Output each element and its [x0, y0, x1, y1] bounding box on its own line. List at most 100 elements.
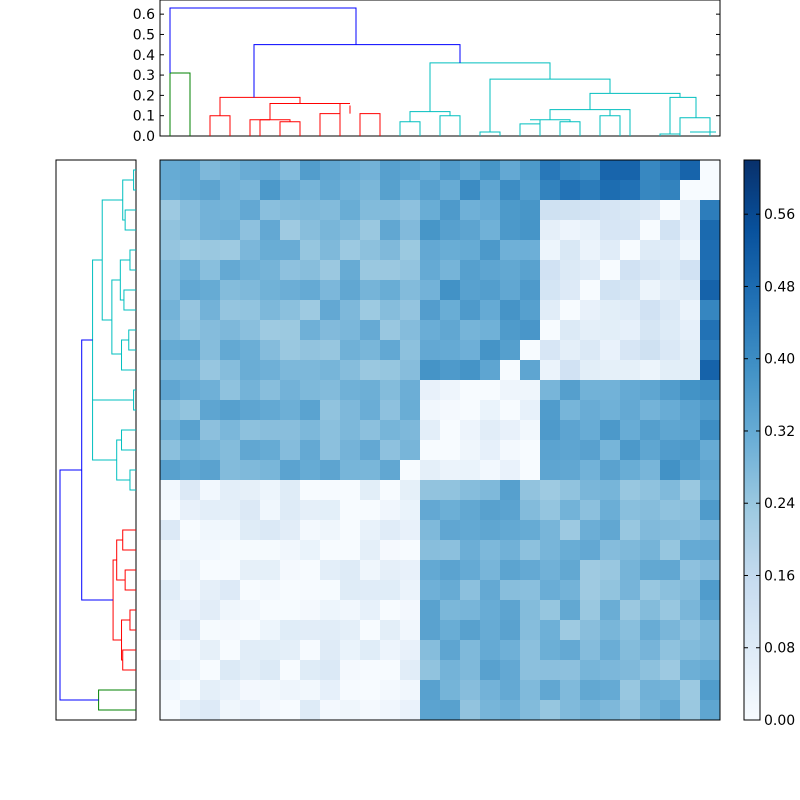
- heatmap-cell: [340, 660, 361, 681]
- heatmap-cell: [620, 620, 641, 641]
- top-ytick-label: 0.5: [133, 27, 155, 43]
- heatmap-cell: [640, 480, 661, 501]
- heatmap-cell: [460, 160, 481, 181]
- heatmap-cell: [160, 200, 181, 221]
- heatmap-cell: [180, 380, 201, 401]
- heatmap-cell: [500, 420, 521, 441]
- heatmap-cell: [500, 520, 521, 541]
- heatmap-cell: [440, 360, 461, 381]
- top-ytick-label: 0.6: [133, 7, 155, 23]
- heatmap-cell: [400, 560, 421, 581]
- heatmap-cell: [320, 160, 341, 181]
- heatmap-cell: [260, 280, 281, 301]
- heatmap-cell: [360, 440, 381, 461]
- heatmap-cell: [200, 480, 221, 501]
- heatmap-cell: [160, 360, 181, 381]
- heatmap-cell: [260, 300, 281, 321]
- heatmap-cell: [600, 220, 621, 241]
- heatmap-cell: [600, 380, 621, 401]
- left-link-red: [122, 529, 136, 551]
- heatmap-cell: [500, 620, 521, 641]
- heatmap-cell: [680, 280, 701, 301]
- heatmap-cell: [600, 640, 621, 661]
- heatmap-cell: [580, 400, 601, 421]
- heatmap-cell: [360, 660, 381, 681]
- heatmap-cell: [660, 560, 681, 581]
- heatmap-cell: [220, 160, 241, 181]
- heatmap-cell: [300, 360, 321, 381]
- heatmap-cell: [520, 300, 541, 321]
- heatmap-cell: [200, 220, 221, 241]
- heatmap-cell: [240, 540, 261, 561]
- heatmap-cell: [700, 700, 721, 721]
- heatmap-cell: [480, 680, 501, 701]
- heatmap-cell: [180, 700, 201, 721]
- heatmap-cell: [340, 700, 361, 721]
- heatmap-cell: [220, 680, 241, 701]
- heatmap-cell: [600, 580, 621, 601]
- heatmap-cell: [540, 320, 561, 341]
- heatmap-cell: [240, 260, 261, 281]
- heatmap-cell: [200, 180, 221, 201]
- heatmap-cell: [480, 600, 501, 621]
- heatmap-cell: [300, 380, 321, 401]
- heatmap-cell: [440, 280, 461, 301]
- heatmap-cell: [400, 540, 421, 561]
- left-link-cyan: [121, 339, 136, 371]
- heatmap-cell: [280, 220, 301, 241]
- heatmap-cell: [220, 280, 241, 301]
- heatmap-cell: [660, 280, 681, 301]
- heatmap-cell: [400, 680, 421, 701]
- heatmap-cell: [580, 700, 601, 721]
- heatmap-cell: [300, 480, 321, 501]
- heatmap-cell: [480, 500, 501, 521]
- heatmap-cell: [480, 700, 501, 721]
- heatmap-cell: [520, 540, 541, 561]
- heatmap-cell: [340, 360, 361, 381]
- heatmap-cell: [620, 320, 641, 341]
- heatmap-cell: [540, 240, 561, 261]
- heatmap-cell: [620, 420, 641, 441]
- heatmap-cell: [160, 380, 181, 401]
- heatmap-cell: [700, 420, 721, 441]
- heatmap-cell: [500, 200, 521, 221]
- heatmap-cell: [200, 240, 221, 261]
- left-link-cyan: [111, 279, 122, 355]
- heatmap-cell: [520, 520, 541, 541]
- heatmap-cell: [600, 600, 621, 621]
- heatmap-cell: [280, 680, 301, 701]
- heatmap-cell: [600, 540, 621, 561]
- heatmap-cell: [240, 440, 261, 461]
- heatmap-cell: [680, 660, 701, 681]
- heatmap-cell: [620, 200, 641, 221]
- heatmap-cell: [360, 420, 381, 441]
- heatmap-cell: [500, 540, 521, 561]
- heatmap-cell: [400, 640, 421, 661]
- heatmap-cell: [420, 260, 441, 281]
- heatmap-cell: [160, 580, 181, 601]
- heatmap-cell: [180, 560, 201, 581]
- heatmap-cell: [300, 340, 321, 361]
- heatmap-cell: [420, 240, 441, 261]
- heatmap-cell: [440, 380, 461, 401]
- heatmap-cell: [160, 160, 181, 181]
- heatmap-cell: [180, 420, 201, 441]
- heatmap-cell: [460, 680, 481, 701]
- heatmap-cell: [700, 240, 721, 261]
- heatmap-cell: [420, 580, 441, 601]
- heatmap-cell: [220, 540, 241, 561]
- heatmap-cell: [340, 220, 361, 241]
- heatmap-cell: [360, 300, 381, 321]
- heatmap-cell: [260, 480, 281, 501]
- heatmap-cell: [360, 380, 381, 401]
- heatmap-cell: [460, 220, 481, 241]
- heatmap-cell: [440, 640, 461, 661]
- heatmap-cell: [520, 560, 541, 581]
- heatmap-cell: [460, 240, 481, 261]
- heatmap-cell: [180, 440, 201, 461]
- heatmap-cell: [320, 340, 341, 361]
- heatmap-cell: [540, 580, 561, 601]
- top-ytick-label: 0.3: [133, 68, 155, 84]
- heatmap-cell: [180, 600, 201, 621]
- heatmap-cell: [300, 620, 321, 641]
